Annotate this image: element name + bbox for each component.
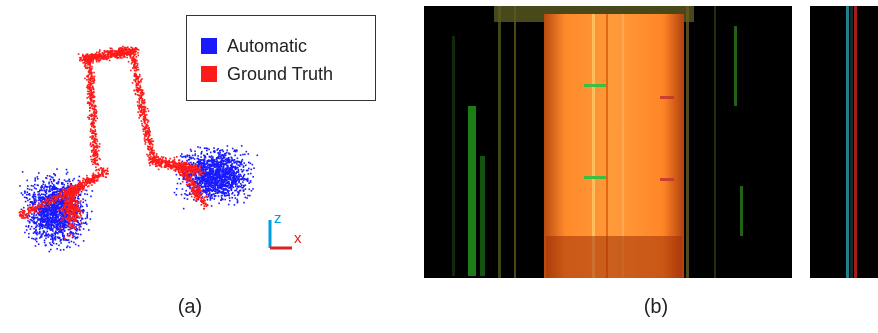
figure-caption-b: (b) [643, 296, 669, 318]
intensity-image-side [810, 6, 878, 278]
legend: Automatic Ground Truth [186, 15, 376, 101]
legend-item-automatic: Automatic [201, 33, 307, 59]
axis-orientation-icon: z x [262, 208, 312, 254]
figure-caption-a: (a) [177, 296, 203, 318]
point-cloud-figure: Automatic Ground Truth z x [0, 0, 400, 285]
axis-label-z: z [274, 210, 282, 227]
intensity-image-main-graphic [424, 6, 792, 278]
axis-arrows-icon [268, 220, 292, 250]
point-cloud-plot [18, 45, 259, 253]
legend-label-automatic: Automatic [227, 35, 308, 56]
axis-label-x: x [294, 230, 302, 247]
legend-swatch-automatic [201, 38, 217, 54]
intensity-image-main [424, 6, 792, 278]
legend-swatch-ground-truth [201, 66, 217, 82]
legend-item-ground-truth: Ground Truth [201, 61, 333, 87]
legend-label-ground-truth: Ground Truth [227, 63, 334, 84]
intensity-image-side-graphic [810, 6, 878, 278]
